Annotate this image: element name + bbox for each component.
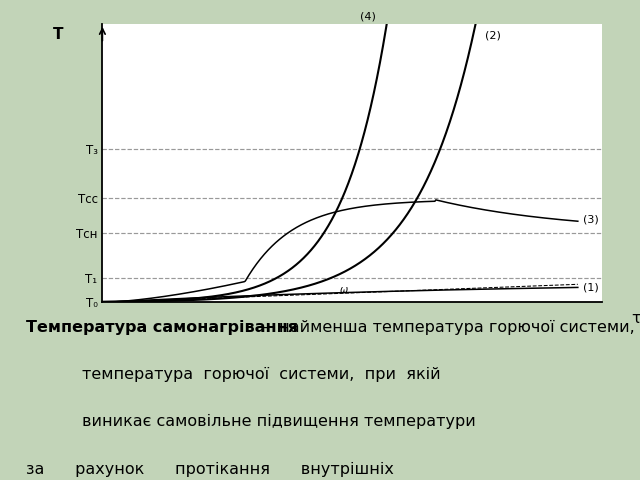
Text: за      рахунок      протікання      внутрішніх: за рахунок протікання внутрішніх <box>26 462 394 477</box>
Text: τ: τ <box>632 311 640 326</box>
Text: температура  горючої  системи,  при  якій: температура горючої системи, при якій <box>81 368 440 383</box>
Text: T: T <box>52 27 63 42</box>
Text: (4): (4) <box>360 11 376 21</box>
Text: ω: ω <box>340 285 348 295</box>
Text: (1): (1) <box>582 282 598 292</box>
Text: Температура самонагрівання: Температура самонагрівання <box>26 321 298 336</box>
Text: виникає самовільне підвищення температури: виникає самовільне підвищення температур… <box>81 415 476 430</box>
Text: (3): (3) <box>582 215 598 225</box>
Text: (2): (2) <box>485 31 501 41</box>
Text: -  найменша температура горючої системи, при якій: - найменша температура горючої системи, … <box>258 321 640 336</box>
